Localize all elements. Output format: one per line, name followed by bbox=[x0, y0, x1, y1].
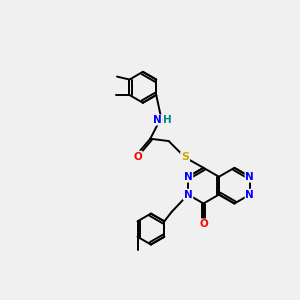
Text: S: S bbox=[181, 152, 189, 162]
Text: N: N bbox=[245, 172, 254, 182]
Text: H: H bbox=[163, 115, 172, 125]
Text: N: N bbox=[153, 115, 162, 125]
Text: N: N bbox=[245, 190, 254, 200]
Text: O: O bbox=[133, 152, 142, 161]
Text: N: N bbox=[184, 190, 192, 200]
Text: O: O bbox=[199, 219, 208, 229]
Text: N: N bbox=[184, 172, 192, 182]
